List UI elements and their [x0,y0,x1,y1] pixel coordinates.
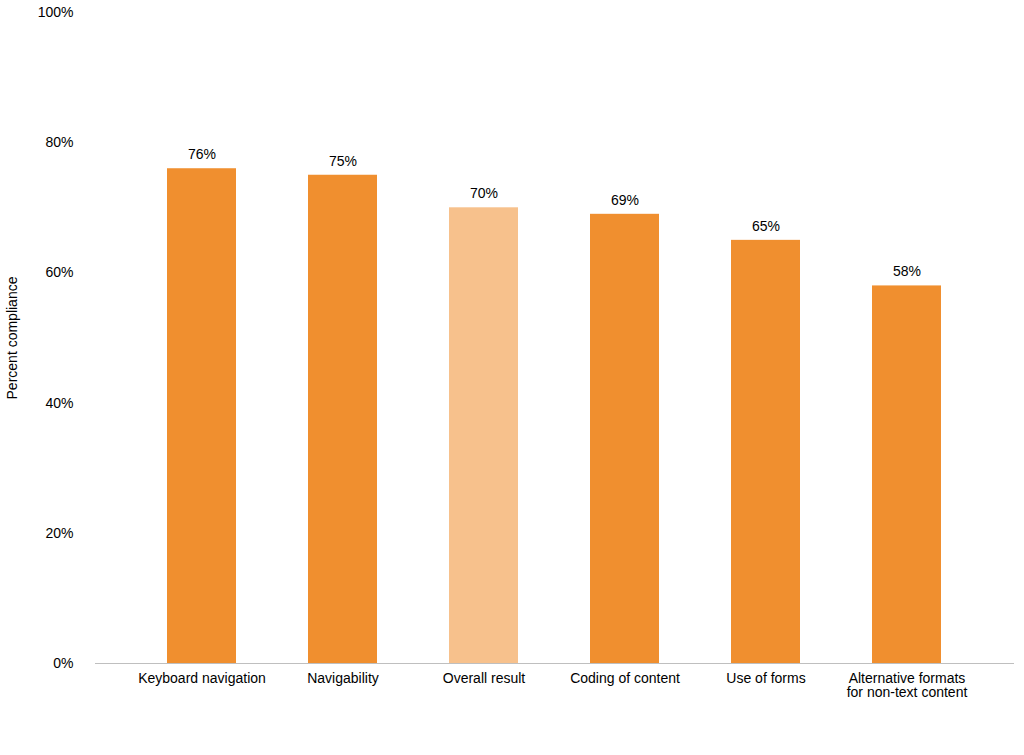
svg-text:58%: 58% [893,263,921,279]
svg-text:Navigability: Navigability [307,670,379,686]
svg-text:70%: 70% [470,185,498,201]
svg-text:60%: 60% [45,264,73,280]
svg-text:100%: 100% [38,4,74,20]
svg-text:40%: 40% [45,395,73,411]
svg-text:Alternative formatsfor non-tex: Alternative formatsfor non-text content [847,670,968,700]
svg-text:80%: 80% [45,134,73,150]
svg-text:75%: 75% [329,153,357,169]
svg-text:Overall result: Overall result [443,670,526,686]
svg-text:76%: 76% [188,146,216,162]
svg-text:0%: 0% [53,655,73,671]
svg-text:Coding of content: Coding of content [570,670,680,686]
svg-text:Keyboard navigation: Keyboard navigation [138,670,266,686]
svg-text:20%: 20% [45,525,73,541]
svg-text:Percent compliance: Percent compliance [4,276,20,399]
svg-text:65%: 65% [752,218,780,234]
svg-text:Use of forms: Use of forms [726,670,805,686]
svg-text:69%: 69% [611,192,639,208]
